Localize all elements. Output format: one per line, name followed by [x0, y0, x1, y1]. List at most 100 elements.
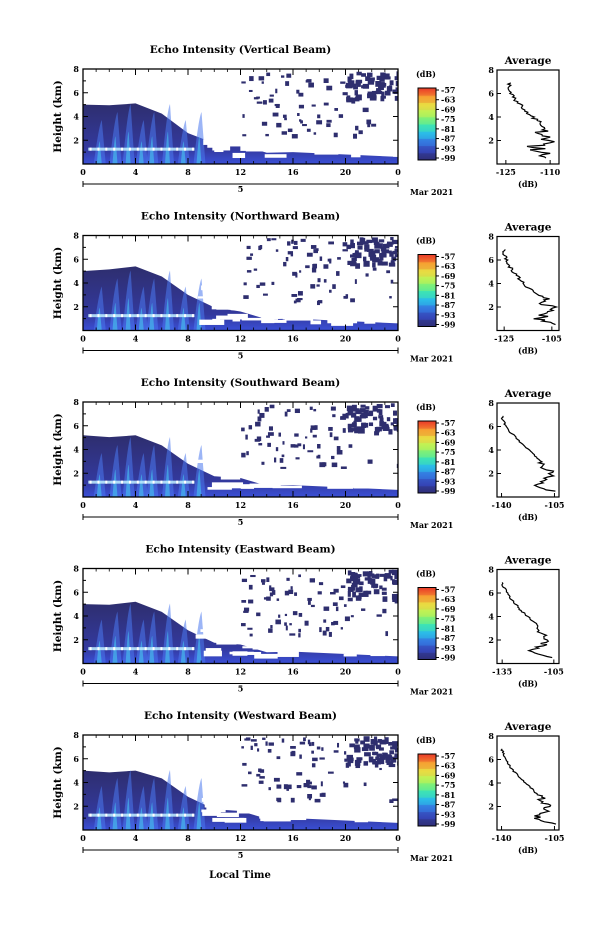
speckle [379, 417, 384, 423]
clear-gap [240, 484, 255, 489]
clear-gap [222, 796, 229, 800]
y-tick-label: 8 [73, 64, 79, 74]
clear-gap [335, 128, 350, 132]
speckle [391, 239, 398, 245]
clear-gap [278, 285, 303, 291]
clear-gap [336, 807, 357, 813]
speckle [348, 409, 353, 416]
speckle [382, 752, 388, 759]
speckle [290, 745, 296, 749]
plume-core [96, 307, 102, 331]
avg-y-tick-label: 6 [488, 588, 494, 598]
speckle [346, 244, 351, 250]
clear-gap [341, 461, 373, 466]
avg-x-tick-label: -125 [494, 334, 514, 344]
speckle [314, 425, 318, 430]
speckle [298, 574, 301, 578]
speckle [363, 744, 367, 750]
speckle [248, 89, 253, 93]
clear-gap [344, 283, 370, 289]
speckle [255, 421, 261, 427]
speckle [286, 577, 290, 581]
clear-gap [361, 644, 391, 651]
clear-gap [385, 793, 398, 800]
clear-gap [316, 130, 337, 134]
speckle [293, 444, 299, 448]
clear-gap [227, 313, 248, 320]
clear-gap [216, 812, 239, 818]
clear-gap [208, 460, 230, 467]
speckle [363, 761, 369, 766]
x-tick-label: 0 [80, 334, 86, 344]
clear-gap [213, 120, 230, 127]
speckle [347, 76, 352, 83]
clear-gap [302, 305, 320, 310]
clear-gap [266, 140, 280, 144]
speckle [394, 248, 398, 253]
speckle [266, 435, 270, 438]
speckle [362, 83, 370, 89]
clear-gap [220, 785, 234, 790]
plume-core [96, 640, 102, 664]
speckle [387, 754, 392, 758]
x-tick-label: 4 [133, 167, 139, 177]
bright-layer-gap [89, 480, 92, 484]
average-title: Average [504, 388, 552, 400]
speckle [388, 262, 396, 267]
plume-core [196, 635, 202, 664]
speckle [356, 757, 362, 763]
speckle [373, 259, 381, 263]
colorbar-tick-label: -57 [441, 585, 455, 595]
bright-layer-gap [121, 147, 124, 151]
speckle [333, 436, 339, 441]
colorbar-tick-label: -69 [441, 104, 456, 114]
speckle [371, 237, 378, 243]
speckle [266, 577, 270, 583]
y-tick-label: 4 [73, 112, 79, 122]
speckle [365, 406, 370, 410]
clear-gap [329, 472, 356, 478]
speckle [258, 768, 262, 773]
speckle [250, 574, 256, 578]
speckle [367, 459, 373, 464]
speckle [265, 741, 268, 746]
clear-gap [268, 644, 283, 651]
speckle [300, 120, 303, 124]
colorbar-tick-label: -75 [441, 281, 455, 291]
speckle [363, 736, 370, 742]
speckle [384, 249, 390, 254]
average-title: Average [504, 555, 552, 567]
speckle [261, 461, 265, 465]
clear-gap [353, 315, 374, 318]
clear-gap [197, 296, 214, 299]
clear-gap [325, 784, 338, 789]
speckle [333, 588, 339, 593]
speckle [332, 414, 336, 418]
bright-layer-gap [160, 647, 163, 651]
speckle [361, 608, 366, 611]
clear-gap [330, 449, 339, 453]
speckle [267, 749, 272, 753]
bright-layer-gap [97, 314, 100, 318]
clear-gap [254, 653, 278, 659]
speckle [264, 407, 269, 412]
speckle [262, 737, 266, 740]
speckle [310, 425, 316, 430]
clear-gap [276, 811, 287, 815]
speckle [275, 88, 278, 94]
clear-gap [319, 139, 349, 143]
speckle [266, 596, 271, 601]
x-tick-label: 8 [185, 833, 191, 843]
clear-gap [315, 617, 339, 622]
speckle [392, 579, 398, 585]
colorbar-frame [417, 87, 437, 161]
colorbar-tick-label: -81 [441, 457, 455, 467]
x-tick-label: 16 [287, 334, 299, 344]
speckle [291, 294, 298, 297]
speckle [364, 752, 371, 757]
clear-gap [285, 643, 305, 648]
clear-gap [240, 119, 267, 124]
clear-gap [291, 136, 302, 142]
bright-layer-gap [144, 647, 147, 651]
speckle [384, 405, 390, 409]
